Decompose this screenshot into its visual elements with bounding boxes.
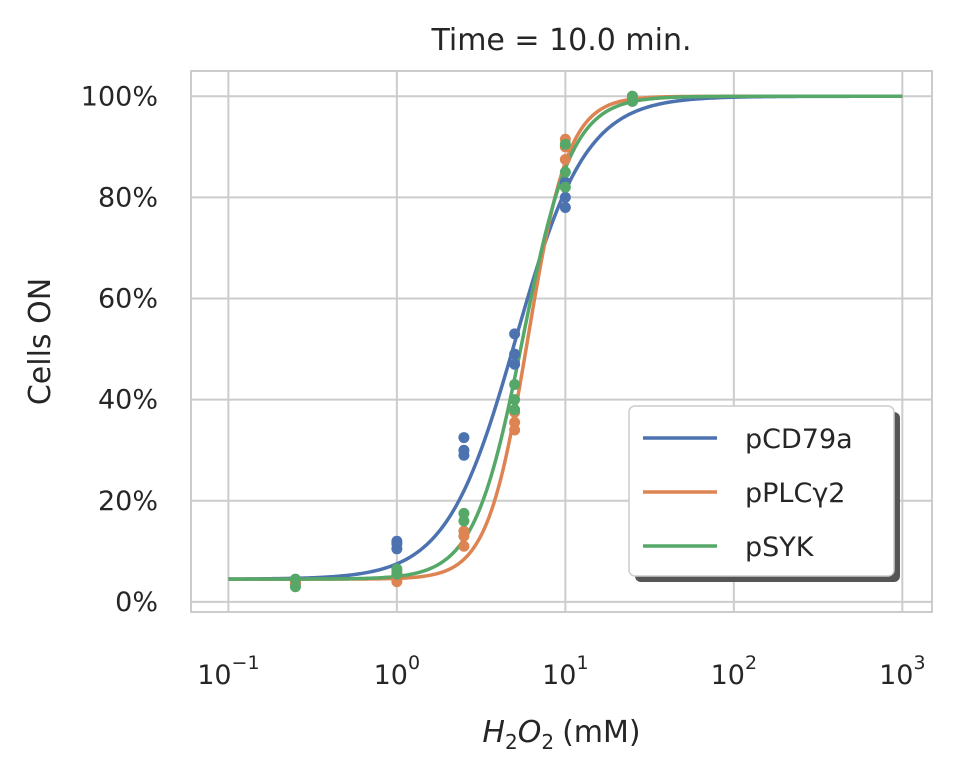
x-label-h: H	[482, 715, 505, 750]
data-point	[458, 507, 470, 519]
legend-label: pSYK	[745, 532, 815, 563]
data-point	[509, 416, 521, 428]
x-tick-exponent: 1	[576, 652, 588, 674]
data-point	[559, 166, 571, 178]
legend-box	[628, 405, 895, 577]
legend-items: pCD79a pPLCγ2 pSYK	[643, 424, 853, 563]
data-point	[289, 581, 301, 593]
y-tick-label: 20%	[98, 486, 158, 517]
data-point	[509, 394, 521, 406]
data-point	[391, 535, 403, 547]
data-point	[509, 328, 521, 340]
x-tick-label: 101	[542, 652, 588, 691]
data-point	[458, 525, 470, 537]
data-point	[509, 424, 521, 436]
y-tick-label: 40%	[98, 385, 158, 416]
data-point	[509, 378, 521, 390]
x-tick-exponent: 3	[913, 652, 925, 674]
x-label-o: O	[518, 715, 542, 750]
y-tick-label: 100%	[81, 81, 158, 112]
data-point	[509, 348, 521, 360]
legend: pCD79a pPLCγ2 pSYK	[628, 405, 900, 582]
x-tick-base: 10	[197, 660, 231, 691]
data-point	[559, 202, 571, 214]
data-point	[559, 181, 571, 193]
data-point	[509, 358, 521, 370]
x-tick-label: 10−1	[197, 652, 259, 691]
data-point	[509, 404, 521, 416]
data-point	[458, 432, 470, 444]
x-tick-exponent: 0	[408, 652, 420, 674]
chart-title: Time = 10.0 min.	[430, 23, 691, 58]
x-label-sub1: 2	[505, 730, 518, 754]
y-tick-label: 60%	[98, 284, 158, 315]
x-tick-exponent: −1	[232, 652, 260, 674]
x-tick-labels: 10−1 100 101 102 103	[197, 652, 925, 691]
x-axis-label: H2O2 (mM)	[482, 715, 640, 754]
data-point	[559, 153, 571, 165]
data-point	[391, 563, 403, 575]
y-axis-label: Cells ON	[23, 278, 58, 405]
data-point	[559, 138, 571, 150]
x-tick-label: 100	[374, 652, 420, 691]
data-point	[458, 444, 470, 456]
x-tick-label: 102	[711, 652, 757, 691]
x-tick-base: 10	[374, 660, 408, 691]
data-point	[458, 540, 470, 552]
x-tick-label: 103	[879, 652, 925, 691]
y-tick-label: 0%	[115, 587, 158, 618]
plot-frame	[190, 70, 933, 613]
data-point	[626, 90, 638, 102]
legend-label: pPLCγ2	[745, 478, 845, 509]
data-points	[289, 90, 638, 593]
x-label-sub2: 2	[541, 730, 554, 754]
y-tick-label: 80%	[98, 182, 158, 213]
x-tick-base: 10	[711, 660, 745, 691]
data-point	[458, 515, 470, 527]
legend-label: pCD79a	[745, 424, 853, 455]
x-tick-base: 10	[542, 660, 576, 691]
y-tick-labels: 0% 20% 40% 60% 80% 100%	[81, 81, 158, 618]
x-label-unit: (mM)	[562, 715, 641, 750]
data-point	[289, 573, 301, 585]
x-tick-base: 10	[879, 660, 913, 691]
x-tick-exponent: 2	[745, 652, 757, 674]
data-point	[559, 191, 571, 203]
